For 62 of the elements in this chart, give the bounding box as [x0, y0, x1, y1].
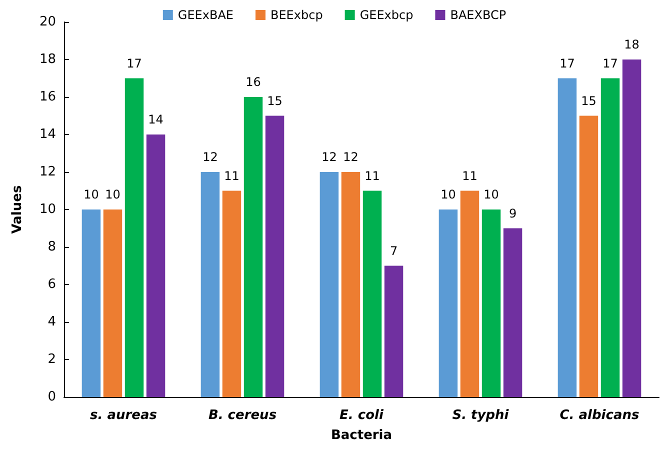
- bar: [341, 172, 360, 397]
- data-label: 12: [343, 150, 358, 164]
- legend-label: GEExBAE: [178, 8, 234, 22]
- x-tick-label: C. albicans: [560, 408, 640, 423]
- data-label: 17: [126, 56, 142, 70]
- bar: [503, 228, 522, 397]
- y-tick-label: 2: [48, 352, 56, 367]
- data-label: 15: [267, 94, 282, 108]
- y-tick-label: 12: [39, 164, 56, 180]
- data-label: 10: [440, 188, 456, 202]
- data-label: 12: [202, 150, 218, 164]
- y-axis-title: Values: [10, 185, 25, 234]
- bar: [438, 210, 458, 397]
- data-label: 16: [246, 75, 261, 89]
- y-tick-label: 10: [39, 202, 56, 217]
- bar: [384, 266, 404, 397]
- bar: [124, 78, 144, 397]
- data-label: 11: [462, 168, 478, 183]
- legend-label: BAEXBCP: [450, 8, 506, 22]
- data-label: 11: [224, 168, 240, 183]
- data-label: 9: [508, 206, 517, 220]
- bar: [600, 78, 620, 397]
- y-tick-label: 20: [39, 14, 56, 30]
- data-label: 17: [560, 56, 575, 70]
- bar: [460, 190, 480, 397]
- y-tick-label: 0: [48, 390, 56, 404]
- bar: [622, 60, 642, 397]
- legend-label: BEExbcp: [270, 8, 323, 22]
- x-tick-label: S. typhi: [452, 408, 510, 423]
- data-label: 12: [322, 150, 337, 164]
- y-tick-label: 4: [48, 314, 56, 330]
- bar: [482, 210, 501, 397]
- y-tick-label: 16: [39, 90, 56, 104]
- bar: [82, 210, 101, 397]
- x-tick-label: s. aureas: [90, 408, 158, 423]
- y-tick-label: 14: [39, 127, 56, 142]
- data-label: 10: [84, 188, 99, 202]
- data-label: 17: [602, 56, 618, 70]
- bar: [146, 134, 166, 397]
- y-tick-label: 8: [48, 240, 56, 254]
- bar: [579, 116, 598, 397]
- bar: [244, 97, 263, 397]
- x-tick-label: E. coli: [340, 408, 384, 423]
- legend-label: GEExbcp: [360, 8, 414, 22]
- data-label: 10: [484, 188, 499, 202]
- data-label: 14: [148, 112, 164, 126]
- bar: [200, 172, 220, 397]
- bar: [265, 116, 284, 397]
- data-label: 10: [105, 188, 120, 202]
- data-label: 18: [624, 38, 640, 52]
- x-axis-title: Bacteria: [330, 428, 392, 443]
- bar: [103, 210, 122, 397]
- bar: [362, 190, 382, 397]
- data-label: 11: [364, 168, 380, 183]
- x-tick-label: B. cereus: [208, 408, 277, 423]
- bar: [558, 78, 577, 397]
- y-tick-label: 18: [39, 52, 56, 67]
- bar: [320, 172, 339, 397]
- data-label: 15: [581, 94, 596, 108]
- y-tick-label: 6: [48, 277, 56, 292]
- data-label: 7: [390, 244, 398, 258]
- bar: [222, 190, 242, 397]
